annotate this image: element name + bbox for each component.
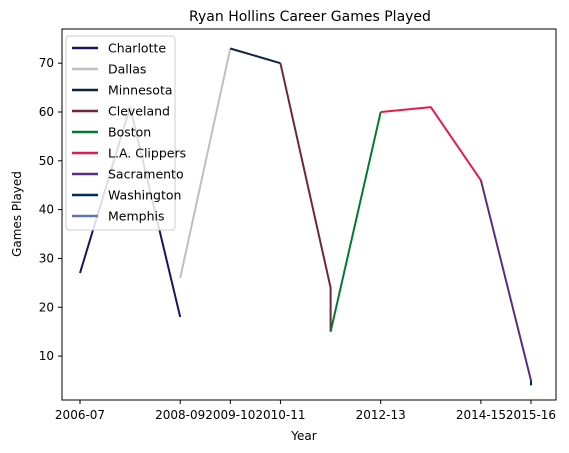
x-tick-label-4: 2012-13 [356,408,406,422]
y-axis-label: Games Played [10,171,24,257]
y-tick-label-4: 50 [39,154,54,168]
legend-label-4: Boston [108,125,151,140]
series-line-4 [329,111,382,332]
legend: Charlotte Dallas Minnesota Cleveland Boston L… [65,35,186,231]
y-tick-label-5: 60 [39,105,54,119]
legend-label-3: Cleveland [108,104,170,119]
x-tick-label-6: 2015-16 [506,408,556,422]
chart-title: Ryan Hollins Career Games Played [189,9,431,25]
legend-label-1: Dallas [108,62,146,77]
series-line-3 [279,62,332,332]
y-tick-label-0: 10 [39,349,54,363]
y-tick-label-3: 40 [39,203,54,217]
series-line-5 [380,106,482,181]
x-axis-label: Year [290,429,316,443]
plot-frame [61,28,557,401]
y-tick-label-2: 30 [39,251,54,265]
x-tick-label-2: 2009-10 [205,408,255,422]
legend-label-8: Memphis [108,209,165,224]
legend-label-7: Washington [108,188,181,203]
legend-label-2: Minnesota [108,83,173,98]
legend-label-0: Charlotte [108,41,166,56]
series-line-2 [230,47,281,65]
y-tick-label-1: 20 [39,300,54,314]
x-tick-label-0: 2006-07 [55,408,105,422]
legend-label-6: Sacramento [108,167,184,182]
x-axis: 2006-07 2008-09 2009-10 2010-11 2012-13 2014-… [55,400,556,422]
x-tick-label-3: 2010-11 [255,408,305,422]
legend-box [65,35,176,231]
series-line-1 [179,48,232,279]
x-tick-label-5: 2014-15 [456,408,506,422]
x-tick-label-1: 2008-09 [155,408,205,422]
y-axis: 10 20 30 40 50 60 70 [39,56,62,363]
y-tick-label-6: 70 [39,56,54,70]
series-line-6 [479,180,532,381]
legend-label-5: L.A. Clippers [108,146,186,161]
